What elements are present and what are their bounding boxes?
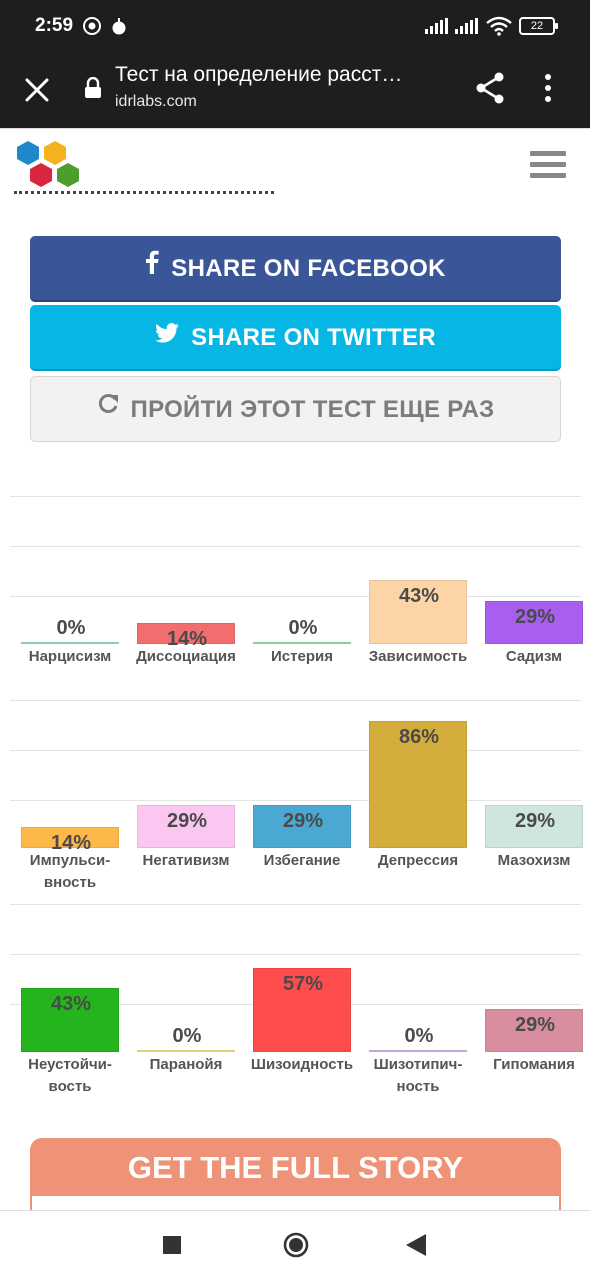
chart-category-label: Паранойя: [149, 1056, 223, 1073]
chart-gridline: [10, 496, 581, 497]
signal-icon: [425, 18, 449, 39]
status-time: 2:59: [35, 15, 74, 36]
chart-bar: [137, 1050, 235, 1052]
chart-bar: [369, 580, 467, 644]
chart-category-label: Диссоциация: [136, 648, 236, 665]
chart-bar: [485, 601, 583, 644]
chart-bar: [137, 805, 235, 848]
chart-category-label: Истерия: [271, 648, 333, 665]
share-twitter-button[interactable]: SHARE ON TWITTER: [30, 305, 561, 371]
chart-category-label: Зависимость: [368, 648, 468, 665]
chart-bar-value: 86%: [398, 725, 440, 748]
chart-bar-value: 0%: [288, 617, 318, 639]
share-twitter-label: SHARE ON TWITTER: [191, 324, 436, 351]
chart-bar-value: 57%: [282, 972, 324, 995]
chart-bar: [485, 805, 583, 848]
facebook-icon: [145, 234, 159, 300]
lock-icon: [84, 76, 102, 104]
get-full-story-title: GET THE FULL STORY: [127, 1150, 464, 1185]
chart-bar: [369, 1050, 467, 1052]
chart-bar: [369, 720, 467, 848]
chart-gridline: [10, 700, 581, 701]
refresh-icon: [97, 375, 119, 441]
chart-gridline: [10, 596, 581, 597]
chart-bar: [253, 642, 351, 644]
retake-test-label: ПРОЙТИ ЭТОТ ТЕСТ ЕЩЕ РАЗ: [130, 396, 495, 423]
chart-bar-value: 43%: [50, 993, 92, 1016]
chart-category-label: Шизоидность: [250, 1056, 354, 1073]
chart-bar-value: 29%: [166, 810, 208, 833]
chart-group-2: 14% Импульси-вность 29% Негативизм 29% Избега…: [10, 700, 583, 900]
chart-bar-value: 0%: [404, 1025, 434, 1047]
chart-bar-value: 29%: [514, 1014, 556, 1037]
chart-category-label: Шизотипич-ность: [373, 1056, 463, 1095]
chart-gridline: [10, 954, 581, 955]
battery-icon: 22: [519, 17, 558, 35]
system-nav-bar: [0, 1210, 590, 1280]
more-options-icon[interactable]: [543, 72, 553, 109]
chart-category-label: Депрессия: [377, 852, 459, 869]
chart-bar-value: 29%: [282, 810, 324, 833]
chart-category-label: Негативизм: [142, 852, 230, 869]
chart-category-label: Мазохизм: [497, 852, 571, 869]
chart-group-1: 0% Нарцисизм 14% Диссоциация 0% Истерия 43% Зав…: [10, 496, 583, 696]
chart-bar-value: 0%: [56, 617, 86, 639]
chart-bar-value: 43%: [398, 585, 440, 608]
chart-category-label: Нарцисизм: [28, 648, 112, 665]
menu-icon[interactable]: [530, 151, 566, 181]
chart-category-label: Избегание: [263, 852, 341, 869]
page-url[interactable]: idrlabs.com: [115, 93, 197, 110]
status-bar: 2:59 22: [0, 0, 590, 55]
back-icon[interactable]: [406, 1234, 426, 1261]
chart-bar: [21, 827, 119, 848]
chart-gridline: [10, 546, 581, 547]
home-icon[interactable]: [282, 1231, 310, 1264]
chart-bar: [253, 805, 351, 848]
chart-gridline: [10, 904, 581, 905]
get-full-story-banner[interactable]: GET THE FULL STORY: [30, 1138, 561, 1210]
site-header: [0, 128, 590, 200]
chart-gridline: [10, 750, 581, 751]
chart-bar-value: 29%: [514, 606, 556, 629]
clipped-text: [14, 190, 314, 204]
web-page: SHARE ON FACEBOOK SHARE ON TWITTER ПРОЙТ…: [0, 128, 590, 1210]
chart-bar-value: 0%: [172, 1025, 202, 1047]
get-full-story-body: [32, 1196, 559, 1210]
signal-2-icon: [455, 18, 479, 39]
chart-category-label: Неустойчи-вость: [28, 1056, 112, 1095]
share-icon[interactable]: [474, 71, 506, 110]
chart-bar: [21, 988, 119, 1052]
page-title[interactable]: Тест на определение расст…: [115, 63, 403, 86]
chart-bar-value: 29%: [514, 810, 556, 833]
share-facebook-button[interactable]: SHARE ON FACEBOOK: [30, 236, 561, 302]
notification-icon: [110, 16, 128, 41]
chart-gridline: [10, 800, 581, 801]
chart-category-label: Импульси-вность: [29, 852, 111, 891]
retake-test-button[interactable]: ПРОЙТИ ЭТОТ ТЕСТ ЕЩЕ РАЗ: [30, 376, 561, 442]
wifi-icon: [486, 16, 512, 41]
chart-category-label: Гипомания: [493, 1056, 575, 1073]
chart-bar-value: 14%: [50, 832, 92, 855]
chart-group-3: 43% Неустойчи-вость 0% Паранойя 57% Шизоиднос…: [10, 904, 583, 1104]
chart-bar: [21, 642, 119, 644]
idrlabs-logo-icon[interactable]: [14, 139, 84, 198]
chart-bar: [137, 623, 235, 644]
share-facebook-label: SHARE ON FACEBOOK: [171, 255, 446, 282]
chart-bar-value: 14%: [166, 628, 208, 651]
twitter-icon: [155, 303, 180, 369]
chart-bar: [253, 967, 351, 1052]
media-icon: [82, 16, 102, 41]
browser-toolbar: Тест на определение расст… idrlabs.com: [0, 55, 590, 128]
chart-category-label: Садизм: [505, 648, 563, 665]
recents-icon[interactable]: [163, 1236, 181, 1259]
close-icon[interactable]: [20, 73, 54, 107]
chart-bar: [485, 1009, 583, 1052]
